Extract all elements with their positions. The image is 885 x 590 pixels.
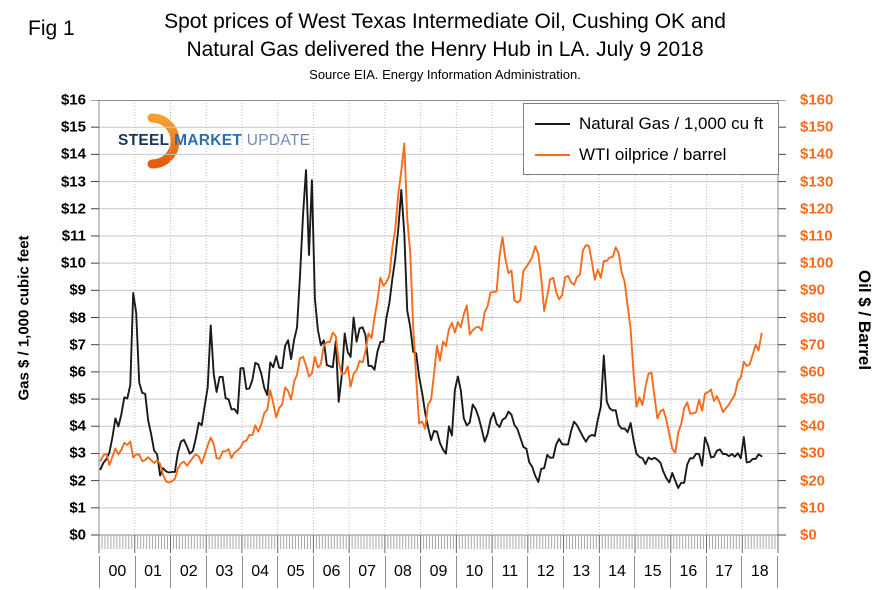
oil-axis-tick-label: $100 (800, 254, 834, 272)
chart-title-line-2: Natural Gas delivered the Henry Hub in L… (186, 38, 704, 61)
oil-axis-tick-label: $160 (800, 91, 834, 109)
oil-axis-tick-label: $60 (800, 363, 826, 381)
oil-axis-tick-label: $10 (800, 499, 826, 517)
logo-crescent-icon (147, 113, 180, 169)
gas-axis-tick-label: $10 (60, 254, 86, 272)
year-tick-label: 18 (741, 556, 779, 588)
gas-axis-tick-label: $14 (60, 145, 86, 163)
gas-axis-tick-label: $12 (60, 200, 86, 218)
year-tick-label: 16 (670, 556, 706, 588)
chart-plot-area (91, 100, 786, 553)
gas-axis-tick-label: $4 (69, 417, 86, 435)
legend-entry-wti-oil: WTI oilprice / barrel (524, 145, 778, 165)
chart-source-subtitle: Source EIA. Energy Information Administr… (309, 67, 581, 82)
gas-axis-tick-label: $15 (60, 118, 86, 136)
chart-title-block: Spot prices of West Texas Intermediate O… (100, 8, 790, 82)
oil-line-sample-icon (535, 153, 570, 156)
gas-axis-tick-label: $8 (69, 309, 86, 326)
oil-axis-tick-label: $130 (800, 173, 834, 191)
year-tick-label: 05 (277, 556, 313, 588)
gas-axis-tick-label: $5 (69, 390, 86, 408)
oil-axis-title: Oil $ / Barrel (855, 269, 874, 371)
gas-axis-tick-label: $11 (61, 227, 86, 245)
logo-word-update: UPDATE (246, 132, 311, 149)
year-tick-label: 17 (705, 556, 742, 588)
gas-axis-tick-label: $6 (69, 363, 86, 381)
year-tick-label: 07 (348, 556, 385, 588)
logo-word-market: MARKET (174, 132, 243, 149)
year-tick-label: 10 (455, 556, 492, 588)
gas-axis-tick-label: $0 (69, 526, 86, 544)
oil-axis-tick-label: $30 (800, 444, 826, 462)
year-tick-label: 03 (206, 556, 242, 588)
oil-axis-tick-label: $90 (800, 281, 826, 299)
oil-axis-tick-label: $110 (800, 227, 833, 245)
oil-axis-tick-label: $80 (800, 309, 826, 326)
logo-text: STEEL MARKET UPDATE (118, 132, 310, 150)
oil-axis-tick-label: $20 (800, 472, 826, 490)
year-tick-label: 01 (134, 556, 171, 588)
year-tick-label: 15 (634, 556, 670, 588)
year-tick-label: 04 (241, 556, 278, 588)
gas-axis-tick-label: $9 (69, 281, 86, 299)
natural-gas-line (99, 169, 763, 489)
oil-axis-tick-label: $140 (800, 145, 834, 163)
year-tick-label: 00 (99, 556, 135, 588)
oil-axis-tick-label: $40 (800, 417, 826, 435)
chart-title-line-1: Spot prices of West Texas Intermediate O… (164, 10, 726, 33)
year-tick-label: 13 (562, 556, 599, 588)
logo-word-steel: STEEL (118, 132, 170, 149)
oil-axis-tick-label: $50 (800, 390, 826, 408)
steel-market-update-logo: STEEL MARKET UPDATE (112, 110, 312, 170)
gas-axis-tick-label: $3 (69, 444, 86, 462)
oil-axis-tick-label: $120 (800, 200, 834, 218)
oil-axis-tick-label: $150 (800, 118, 834, 136)
year-tick-label: 12 (527, 556, 563, 588)
year-tick-label: 06 (313, 556, 349, 588)
year-tick-label: 09 (420, 556, 456, 588)
gas-axis-tick-label: $13 (60, 173, 86, 191)
gas-axis-tick-label: $16 (60, 91, 86, 109)
legend-entry-natural-gas: Natural Gas / 1,000 cu ft (524, 114, 778, 134)
wti-oil-line (99, 142, 763, 484)
legend-label-natural-gas: Natural Gas / 1,000 cu ft (579, 113, 764, 133)
gas-line-sample-icon (535, 122, 570, 125)
year-axis: 00 01 02 03 04 05 06 07 08 09 10 11 12 13 14 15 16 17 18 (99, 556, 779, 588)
gas-axis-tick-label: $2 (69, 472, 86, 490)
oil-axis-tick-label: $0 (800, 526, 817, 544)
chart-legend: Natural Gas / 1,000 cu ft WTI oilprice /… (523, 103, 779, 175)
legend-label-wti-oil: WTI oilprice / barrel (579, 144, 727, 164)
oil-axis-tick-label: $70 (800, 336, 826, 354)
figure-number: Fig 1 (28, 17, 75, 40)
year-tick-label: 08 (384, 556, 421, 588)
year-tick-label: 02 (170, 556, 206, 588)
gas-axis-tick-label: $1 (69, 499, 86, 517)
year-tick-label: 14 (598, 556, 635, 588)
gas-axis-title: Gas $ / 1,000 cubic feet (15, 235, 33, 401)
year-tick-label: 11 (491, 556, 528, 588)
gas-axis-tick-label: $7 (69, 336, 86, 354)
